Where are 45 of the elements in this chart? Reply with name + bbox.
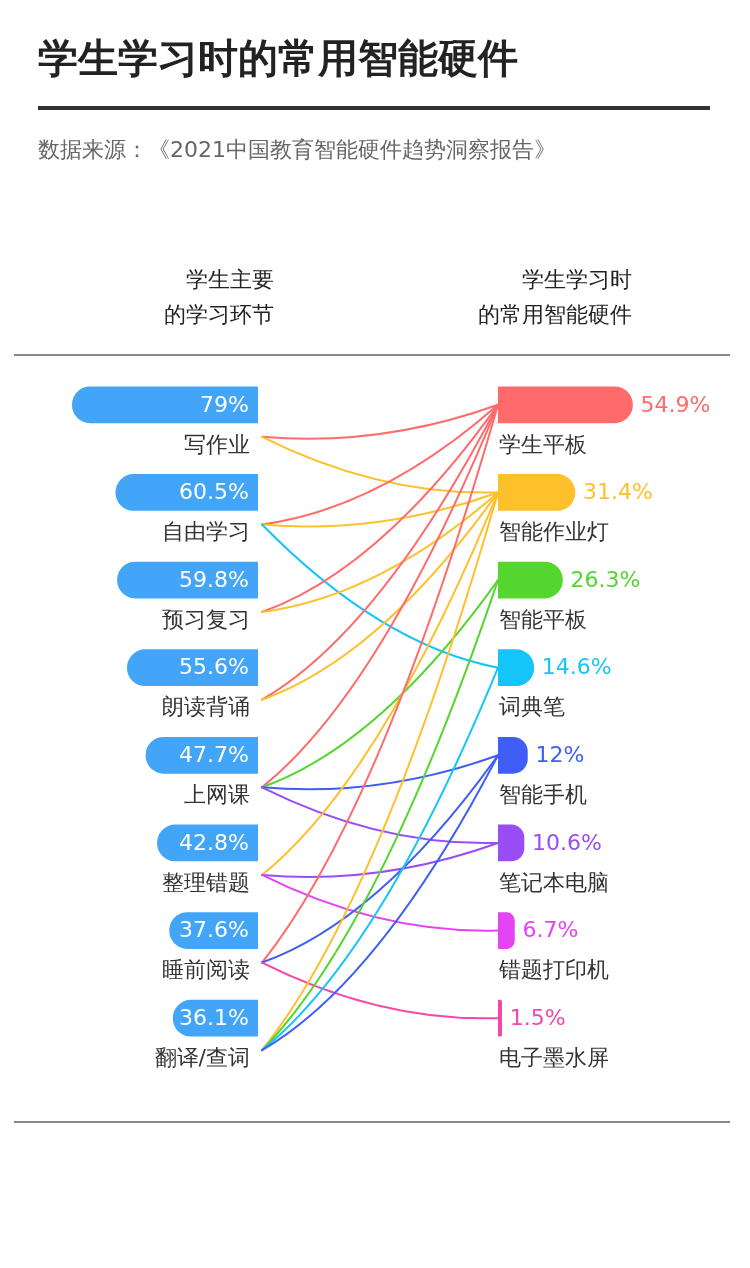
data-label: 79% bbox=[200, 391, 249, 417]
source-note: 数据来源：《2021中国教育智能硬件趋势洞察报告》 bbox=[38, 136, 557, 164]
data-label: 26.3% bbox=[570, 566, 641, 592]
data-label: 6.7% bbox=[522, 917, 579, 943]
y-tick-label: 电子墨水屏 bbox=[499, 1044, 609, 1070]
bar bbox=[498, 474, 576, 511]
y-tick-label: 智能作业灯 bbox=[499, 519, 609, 545]
data-label: 1.5% bbox=[509, 1004, 566, 1030]
data-label: 42.8% bbox=[179, 829, 249, 855]
y-tick-label: 朗读背诵 bbox=[162, 694, 250, 720]
bar bbox=[115, 474, 258, 511]
y-tick-label: 翻译/查词 bbox=[154, 1044, 250, 1070]
data-label: 12% bbox=[535, 742, 585, 768]
y-tick-label: 写作业 bbox=[184, 431, 250, 457]
y-tick-label: 笔记本电脑 bbox=[499, 869, 609, 895]
text: 学生学习时的常用智能硬件 bbox=[38, 34, 518, 82]
y-tick-label: 错题打印机 bbox=[498, 957, 609, 983]
data-label: 55.6% bbox=[179, 654, 249, 680]
chart-title: 学生学习时的常用智能硬件 bbox=[478, 266, 633, 329]
y-tick-label: 预习复习 bbox=[162, 606, 250, 632]
y-tick-label: 睡前阅读 bbox=[162, 957, 250, 983]
bar bbox=[145, 736, 258, 774]
y-tick-label: 上网课 bbox=[184, 782, 250, 808]
data-label: 36.1% bbox=[179, 1004, 249, 1030]
y-tick-label: 智能平板 bbox=[499, 606, 587, 632]
data-label: 10.6% bbox=[531, 829, 602, 855]
bar bbox=[498, 386, 633, 424]
chart-title: 学生主要的学习环节 bbox=[163, 266, 274, 329]
data-label: 54.9% bbox=[640, 391, 711, 417]
y-tick-label: 词典笔 bbox=[499, 694, 565, 720]
data-label: 31.4% bbox=[582, 479, 653, 505]
bar bbox=[498, 912, 515, 949]
y-tick-label: 学生平板 bbox=[499, 431, 587, 457]
bar bbox=[498, 561, 563, 599]
y-tick-label: 整理错题 bbox=[162, 869, 250, 895]
data-label: 47.7% bbox=[179, 742, 249, 768]
bar bbox=[498, 999, 503, 1037]
data-label: 60.5% bbox=[179, 479, 249, 505]
data-label: 37.6% bbox=[179, 917, 249, 943]
bar bbox=[72, 386, 258, 424]
data-label: 14.6% bbox=[541, 654, 612, 680]
data-label: 59.8% bbox=[179, 566, 249, 592]
y-tick-label: 自由学习 bbox=[162, 519, 250, 545]
bar bbox=[127, 649, 258, 687]
y-tick-label: 智能手机 bbox=[499, 782, 587, 808]
